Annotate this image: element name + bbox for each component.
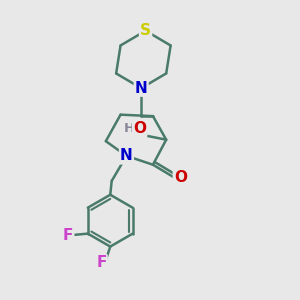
Text: S: S [140,23,151,38]
Text: O: O [133,121,146,136]
Text: N: N [120,148,133,164]
Text: H: H [124,122,135,135]
Text: N: N [135,81,148,96]
Text: O: O [174,170,187,185]
Text: F: F [63,228,73,243]
Text: F: F [96,255,106,270]
